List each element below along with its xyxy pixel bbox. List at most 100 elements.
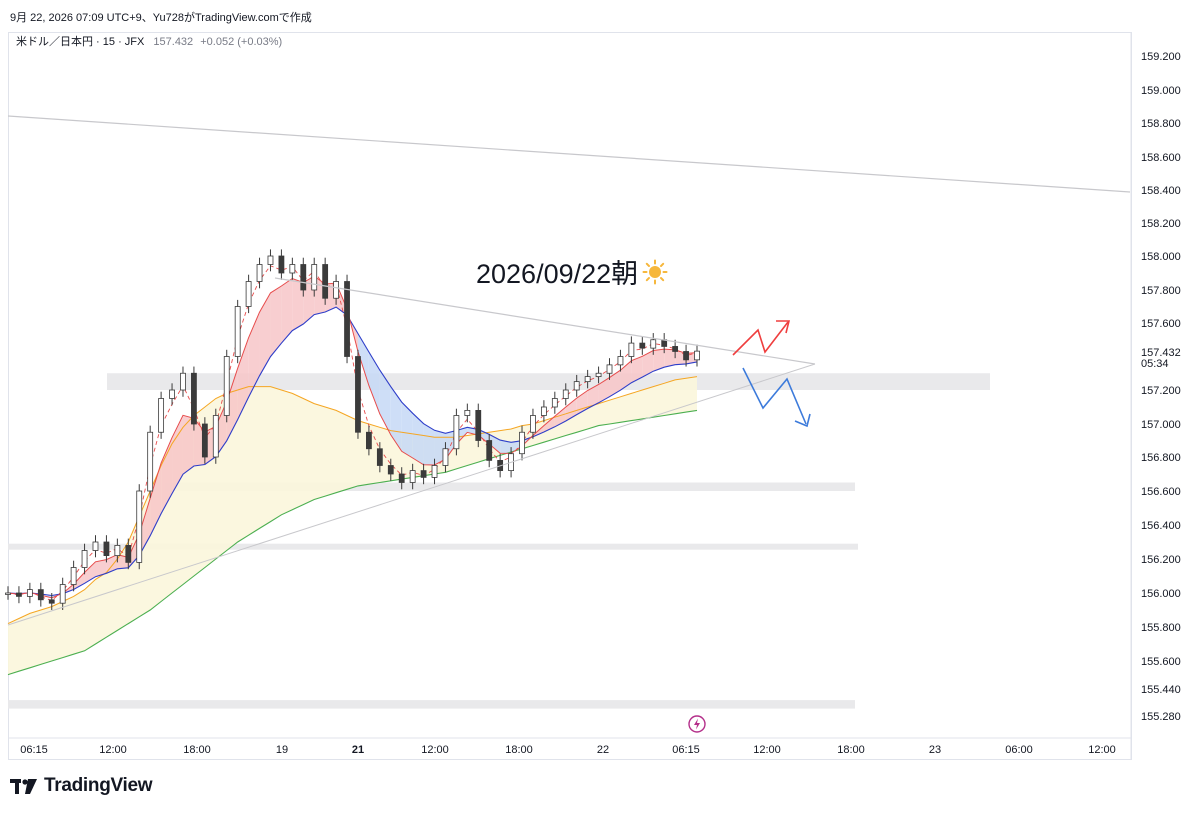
symbol-legend[interactable]: 米ドル／日本円 · 15 · JFX 157.432 +0.052 (+0.03… — [16, 33, 282, 49]
chart-annotation: 2026/09/22朝 — [476, 252, 668, 291]
candle-body — [694, 350, 700, 361]
candle-body — [562, 389, 569, 399]
candle-body — [223, 356, 230, 416]
orange-ma-line — [7, 376, 698, 625]
blue-ma-line — [7, 306, 698, 597]
ema-cloud-segment — [281, 278, 293, 344]
ema-cloud-segment — [423, 423, 435, 466]
candle-body — [92, 541, 99, 551]
x-tick-label: 18:00 — [183, 744, 211, 756]
symbol-name[interactable]: 米ドル／日本円 · 15 · JFX — [16, 36, 145, 48]
trendline-triangle-upper — [274, 277, 816, 365]
ema-cloud-segment — [390, 386, 402, 452]
tradingview-logo-icon — [10, 779, 37, 794]
support-zone — [165, 482, 855, 491]
x-tick-label: 06:15 — [672, 744, 700, 756]
candle-body — [59, 584, 66, 604]
ema-cloud-segment — [172, 415, 183, 494]
candle-body — [650, 339, 657, 349]
candle-body — [311, 264, 318, 291]
ema-cloud-segment — [292, 278, 304, 331]
candle-body — [16, 592, 22, 597]
candle-body — [212, 415, 219, 458]
ema-cloud-segment — [401, 402, 413, 458]
x-tick-label: 22 — [597, 744, 609, 756]
ema-cloud-segment — [150, 462, 162, 536]
candle-body — [70, 567, 77, 585]
ema-cloud-segment — [357, 333, 369, 386]
ema-cloud-segment — [500, 440, 512, 454]
x-tick-label: 23 — [929, 744, 941, 756]
ema-cloud-segment — [587, 384, 599, 409]
support-zone — [8, 543, 858, 550]
candle-body — [147, 431, 154, 492]
candle-body — [300, 264, 307, 291]
green-ma-line — [7, 409, 698, 676]
candle-body — [464, 409, 471, 416]
scenario-down-arrowhead — [794, 413, 811, 428]
candle-body — [639, 342, 646, 349]
ema-cloud-segment — [368, 351, 380, 414]
candle-body — [114, 545, 121, 557]
candle-body — [617, 356, 624, 366]
candle-body — [245, 281, 252, 307]
red-ma-line — [7, 275, 698, 599]
ema-cloud-segment — [248, 312, 260, 398]
ema-cloud-segment — [642, 350, 654, 378]
x-tick-label: 12:00 — [1088, 744, 1116, 756]
scenario-up-arrowhead — [776, 320, 791, 334]
scenario-up-arrow — [732, 321, 789, 356]
price-change: +0.052 (+0.03%) — [200, 36, 283, 48]
candle-body — [103, 541, 110, 557]
candle-body — [169, 389, 175, 399]
candle-body — [519, 431, 525, 455]
ema-cloud-segment — [565, 398, 577, 421]
y-tick-label: 157.600 — [1141, 318, 1181, 330]
candle-body — [442, 448, 449, 466]
candle-body — [475, 409, 482, 441]
tradingview-brand[interactable]: TradingView — [10, 775, 153, 797]
y-tick-label: 158.000 — [1141, 251, 1181, 263]
created-by-line: 9月 22, 2026 07:09 UTC+9、Yu728がTradingVie… — [10, 12, 312, 24]
candle-body — [234, 306, 241, 357]
x-tick-label: 18:00 — [837, 744, 865, 756]
candle-body — [125, 545, 132, 563]
candle-body — [431, 465, 438, 478]
support-zone — [107, 373, 990, 390]
candle-body — [672, 346, 679, 352]
candle-body — [191, 372, 197, 425]
candle-body — [376, 448, 383, 466]
candle-body — [201, 423, 208, 458]
x-tick-label: 06:15 — [20, 744, 48, 756]
candle-body — [278, 255, 285, 274]
ema-cloud-segment — [609, 370, 621, 397]
x-tick-label: 12:00 — [421, 744, 449, 756]
ema-cloud-segment — [664, 349, 676, 368]
candle-body — [5, 592, 11, 595]
lightning-icon[interactable] — [688, 715, 706, 733]
y-tick-label: 156.800 — [1141, 452, 1181, 464]
y-tick-label: 158.400 — [1141, 185, 1181, 197]
y-tick-label: 158.200 — [1141, 218, 1181, 230]
annotation-text: 2026/09/22朝 — [476, 259, 639, 289]
ema-cloud-segment — [73, 572, 85, 590]
ema-cloud-segment — [554, 407, 566, 427]
y-tick-label: 157.800 — [1141, 285, 1181, 297]
candle-body — [48, 599, 55, 604]
candle-body — [606, 364, 613, 374]
candle-body — [683, 351, 689, 361]
candle-body — [180, 372, 186, 391]
ema-cloud-segment — [226, 368, 238, 441]
ema-cloud-segment — [95, 559, 107, 577]
ema-cloud-segment — [237, 337, 249, 420]
candle-body — [530, 415, 536, 433]
y-tick-label: 159.200 — [1141, 51, 1181, 63]
scenario-down-arrow — [742, 367, 807, 425]
ema-cloud-segment — [182, 415, 194, 475]
candle-body — [289, 264, 296, 274]
y-tick-label: 155.600 — [1141, 656, 1181, 668]
ema-cloud-segment — [270, 285, 282, 357]
candle-body — [628, 342, 635, 357]
candle-body — [366, 431, 372, 450]
